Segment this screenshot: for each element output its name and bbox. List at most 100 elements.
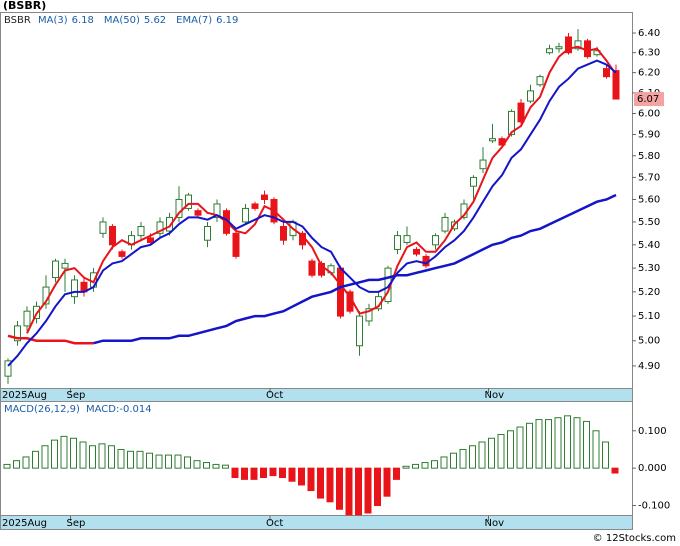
macd-bar	[127, 450, 134, 469]
macd-bar	[507, 430, 514, 469]
legend-value: 5.62	[144, 15, 166, 26]
y-tick-label: 5.40	[638, 240, 660, 251]
macd-bar	[469, 445, 476, 469]
last-price: 6.07	[637, 94, 659, 105]
macd-bar	[317, 467, 324, 499]
macd-bar	[488, 437, 495, 469]
candle-body	[403, 235, 411, 244]
macd-bar	[393, 467, 400, 480]
macd-bar	[231, 467, 239, 479]
candle-body	[261, 194, 268, 200]
candle-body	[546, 48, 553, 54]
macd-bar	[51, 439, 58, 469]
y-tick-label: 6.40	[638, 28, 660, 39]
macd-bar	[174, 454, 182, 469]
macd-value: MACD:-0.014	[86, 404, 152, 415]
y-tick-label: 6.00	[638, 108, 660, 119]
macd-bar	[564, 415, 571, 469]
macd-bar	[592, 430, 600, 469]
x-axis-strip	[0, 515, 633, 530]
macd-bar	[611, 467, 619, 474]
macd-bar	[146, 452, 153, 469]
candle-body	[527, 90, 534, 102]
footer: © 12Stocks.com	[593, 533, 676, 544]
legend-label: EMA(7)	[176, 15, 212, 26]
macd-bar	[573, 417, 581, 469]
macd-bar	[288, 467, 296, 482]
macd-bar	[117, 448, 125, 469]
y-tick-label: 0.100	[638, 426, 667, 437]
macd-bar	[212, 463, 220, 469]
macd-bar	[250, 467, 258, 480]
y-tick-label: 0.000	[638, 463, 667, 474]
candle-body	[565, 36, 572, 54]
candle-body	[194, 210, 202, 216]
macd-bar	[22, 456, 30, 469]
chart-title: (BSBR)	[3, 0, 46, 12]
y-tick-label: -0.100	[638, 501, 670, 512]
candle-body	[318, 262, 325, 276]
macd-bar	[3, 463, 11, 469]
macd-bar	[279, 467, 286, 479]
x-tick-label: 2025Aug	[2, 390, 47, 401]
candle-body	[517, 102, 525, 123]
candle-body	[118, 251, 126, 257]
macd-bar	[79, 441, 87, 469]
candle-body	[584, 40, 591, 58]
x-tick-label: Nov	[485, 390, 505, 401]
candle-body	[251, 203, 259, 209]
macd-bar	[545, 419, 552, 469]
candle-body	[4, 360, 12, 377]
macd-bar	[583, 420, 590, 469]
macd-bar	[383, 467, 391, 497]
x-tick-label: Oct	[266, 518, 283, 529]
macd-bar	[336, 467, 343, 510]
y-tick-label: 5.90	[638, 129, 660, 140]
y-tick-label: 5.50	[638, 217, 660, 228]
candle-body	[280, 225, 287, 241]
candle-body	[536, 76, 544, 86]
macd-bar	[165, 454, 172, 469]
candle-body	[156, 221, 164, 234]
candle-body	[166, 216, 173, 232]
candle-body	[147, 237, 154, 244]
candle-body	[612, 70, 620, 100]
macd-bar	[402, 465, 410, 469]
candle-body	[479, 159, 487, 170]
macd-bar	[193, 460, 201, 469]
candle-body	[470, 176, 477, 187]
macd-bar	[98, 443, 106, 469]
y-tick-label: 6.30	[638, 48, 660, 59]
candle-body	[232, 232, 240, 257]
macd-bar	[13, 460, 20, 469]
macd-bar	[421, 462, 429, 469]
candle-body	[337, 267, 344, 317]
macd-bar	[41, 445, 49, 469]
y-tick-label: 5.80	[638, 151, 660, 162]
candle-body	[356, 315, 363, 347]
x-tick-label: Sep	[67, 390, 86, 401]
candle-body	[52, 260, 59, 279]
macd-bar	[184, 456, 191, 469]
legend-label: MA(3)	[38, 15, 68, 26]
x-tick-label: Oct	[266, 390, 283, 401]
legend-label: MA(50)	[104, 15, 140, 26]
candle-body	[413, 248, 420, 255]
macd-bar	[526, 422, 533, 469]
macd-bar	[307, 467, 315, 492]
legend-value: 6.19	[216, 15, 238, 26]
moving-average-line	[7, 334, 94, 345]
macd-bar	[497, 434, 505, 469]
macd-bar	[364, 467, 372, 514]
macd-bar	[203, 462, 210, 469]
y-tick-label: 5.60	[638, 194, 660, 205]
x-tick-label: 2025Aug	[2, 518, 47, 529]
macd-bar	[155, 454, 163, 469]
y-tick-label: 5.20	[638, 287, 660, 298]
legend-value: 6.18	[72, 15, 94, 26]
y-tick-label: 6.20	[638, 68, 660, 79]
macd-bar	[241, 467, 248, 480]
candle-body	[242, 207, 249, 223]
y-tick-label: 4.90	[638, 361, 660, 372]
